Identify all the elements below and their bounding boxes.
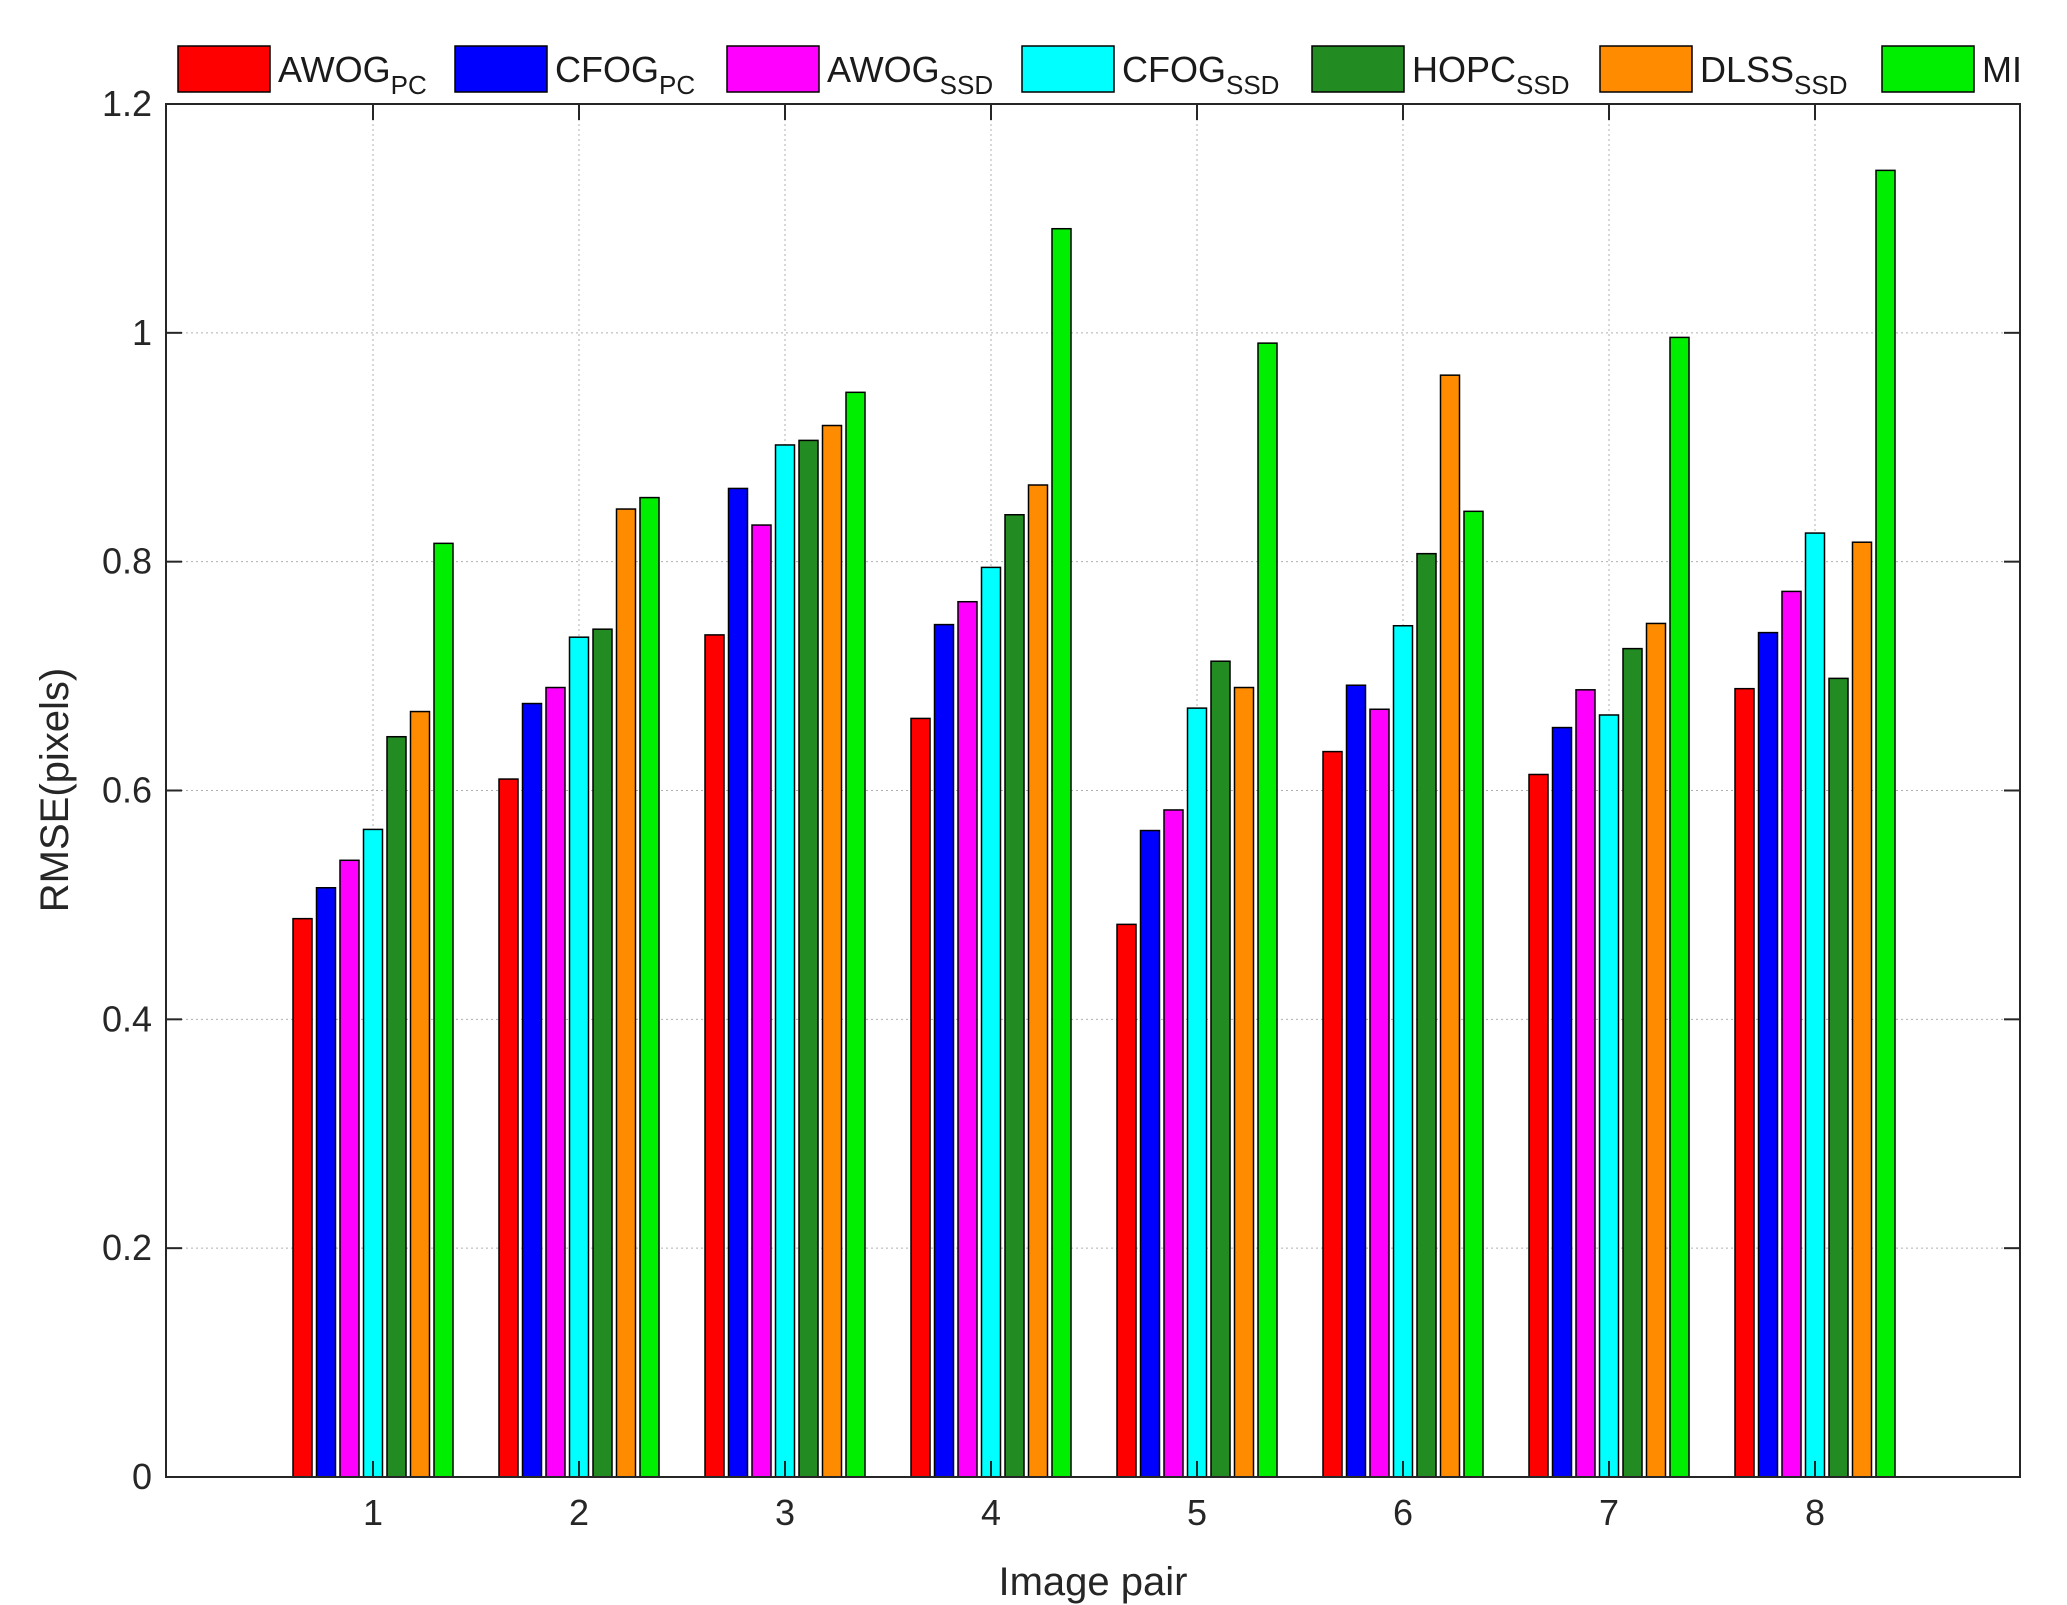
bar-cfog-pc-pair-8: [1757, 631, 1779, 1478]
y-tick-label: 0.2: [102, 1227, 152, 1268]
bar-mi-pair-7: [1669, 336, 1690, 1478]
legend-label: HOPCSSD: [1412, 49, 1569, 100]
y-tick-label: 0: [132, 1456, 152, 1497]
x-tick-label: 2: [569, 1492, 589, 1533]
bar-awog-pc-pair-2: [498, 778, 519, 1478]
bar-cfog-pc-pair-5: [1139, 829, 1161, 1478]
bar-cfog-pc-pair-2: [521, 702, 543, 1478]
x-tick-label: 5: [1187, 1492, 1207, 1533]
bar-awog-pc-pair-7: [1528, 773, 1549, 1478]
bars: [292, 169, 1896, 1478]
bar-awog-pc-pair-8: [1734, 687, 1755, 1478]
bar-awog-ssd-pair-1: [339, 859, 360, 1478]
bar-hopc-ssd-pair-4: [1004, 514, 1025, 1478]
x-tick-label: 4: [981, 1492, 1001, 1533]
legend-swatch: [1881, 45, 1975, 93]
x-axis-title: Image pair: [999, 1560, 1188, 1604]
legend-swatch: [1021, 45, 1115, 93]
bar-dlss-ssd-pair-5: [1233, 686, 1255, 1478]
bar-mi-pair-1: [433, 542, 454, 1478]
bar-awog-ssd-pair-2: [545, 686, 566, 1478]
y-tick-label: 0.6: [102, 770, 152, 811]
legend-label: AWOGSSD: [827, 49, 993, 100]
y-tick-label: 0.4: [102, 998, 152, 1039]
bar-awog-ssd-pair-5: [1163, 809, 1184, 1478]
legend-swatch: [1599, 45, 1693, 93]
legend: AWOGPC CFOGPC AWOGSSD CFOGSSD HOPCSSD DLSSSSD…: [177, 45, 2022, 100]
bar-mi-pair-4: [1051, 227, 1072, 1478]
bar-hopc-ssd-pair-6: [1416, 552, 1437, 1478]
bar-mi-pair-8: [1875, 169, 1896, 1478]
bar-cfog-ssd-pair-1: [362, 828, 384, 1478]
bar-cfog-pc-pair-3: [727, 487, 749, 1478]
bar-awog-ssd-pair-3: [751, 524, 772, 1478]
bar-hopc-ssd-pair-2: [592, 628, 613, 1478]
bar-awog-ssd-pair-4: [957, 600, 978, 1478]
legend-swatch: [454, 45, 548, 93]
y-axis-title: RMSE(pixels): [33, 668, 77, 912]
legend-label: AWOGPC: [278, 49, 427, 100]
x-tick-label: 7: [1599, 1492, 1619, 1533]
bar-cfog-ssd-pair-3: [774, 444, 796, 1478]
bar-cfog-pc-pair-4: [933, 623, 955, 1478]
x-tick-label: 6: [1393, 1492, 1413, 1533]
bar-cfog-ssd-pair-8: [1804, 532, 1826, 1478]
x-tick-label: 3: [775, 1492, 795, 1533]
bar-awog-ssd-pair-6: [1369, 708, 1390, 1478]
legend-label: CFOGSSD: [1122, 49, 1279, 100]
bar-dlss-ssd-pair-3: [821, 424, 843, 1478]
bar-cfog-pc-pair-1: [315, 887, 337, 1478]
bar-dlss-ssd-pair-8: [1851, 541, 1873, 1478]
legend-label: CFOGPC: [555, 49, 695, 100]
bar-dlss-ssd-pair-4: [1027, 484, 1049, 1478]
legend-swatch: [726, 45, 820, 93]
legend-swatch: [177, 45, 271, 93]
bar-dlss-ssd-pair-7: [1645, 622, 1667, 1478]
bar-hopc-ssd-pair-7: [1622, 647, 1643, 1478]
bar-awog-pc-pair-1: [292, 917, 313, 1478]
legend-label: DLSSSSD: [1700, 49, 1848, 100]
bar-mi-pair-2: [639, 496, 660, 1478]
bar-hopc-ssd-pair-1: [386, 735, 407, 1478]
y-tick-label: 0.8: [102, 541, 152, 582]
bar-cfog-ssd-pair-6: [1392, 624, 1414, 1478]
bar-awog-ssd-pair-8: [1781, 590, 1802, 1478]
bar-mi-pair-6: [1463, 510, 1484, 1478]
bar-cfog-ssd-pair-5: [1186, 707, 1208, 1478]
bar-awog-ssd-pair-7: [1575, 689, 1596, 1478]
bar-dlss-ssd-pair-6: [1439, 374, 1461, 1478]
y-tick-label: 1: [132, 312, 152, 353]
bar-mi-pair-3: [845, 391, 866, 1478]
bar-hopc-ssd-pair-8: [1828, 677, 1849, 1478]
bar-awog-pc-pair-3: [704, 634, 725, 1478]
legend-swatch: [1311, 45, 1405, 93]
bar-cfog-ssd-pair-4: [980, 566, 1002, 1478]
legend-label: MI: [1982, 49, 2022, 90]
x-tick-label: 1: [363, 1492, 383, 1533]
bar-hopc-ssd-pair-3: [798, 439, 819, 1478]
bar-dlss-ssd-pair-1: [409, 710, 431, 1478]
bar-awog-pc-pair-6: [1322, 750, 1343, 1478]
bar-mi-pair-5: [1257, 342, 1278, 1478]
bar-cfog-pc-pair-7: [1551, 726, 1573, 1478]
bar-cfog-pc-pair-6: [1345, 684, 1367, 1478]
bar-awog-pc-pair-4: [910, 717, 931, 1478]
axis-ticks: 0 0.2 0.4 0.6 0.8 1 1.2 1 2 3 4 5 6 7 8: [102, 83, 2020, 1533]
bar-cfog-ssd-pair-2: [568, 636, 590, 1478]
x-tick-label: 8: [1805, 1492, 1825, 1533]
y-tick-label: 1.2: [102, 83, 152, 124]
bar-awog-pc-pair-5: [1116, 923, 1137, 1478]
bar-hopc-ssd-pair-5: [1210, 660, 1231, 1478]
bar-cfog-ssd-pair-7: [1598, 714, 1620, 1478]
bar-dlss-ssd-pair-2: [615, 508, 637, 1478]
